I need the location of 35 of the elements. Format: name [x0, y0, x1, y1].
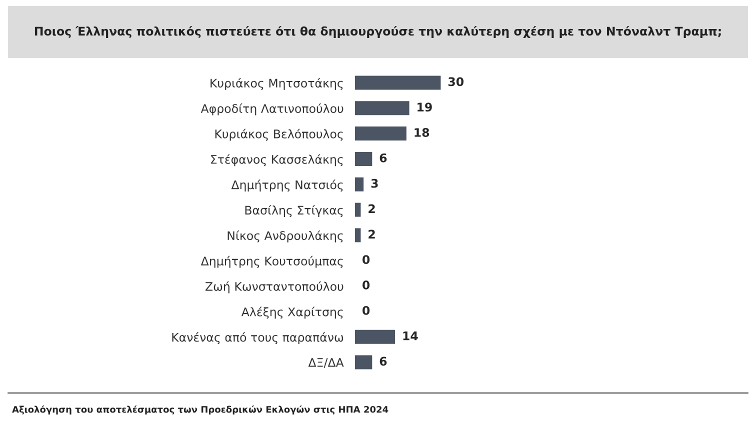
- data-label: 18: [414, 128, 430, 137]
- y-tick-label: Κανένας από τους παραπάνω: [172, 332, 344, 344]
- bar: [355, 202, 361, 217]
- y-tick-label: Νίκος Ανδρουλάκης: [228, 230, 343, 242]
- y-tick-label: Κυριάκος Μητσοτάκης: [210, 78, 343, 90]
- data-label: 30: [448, 77, 464, 86]
- bar: [355, 152, 372, 166]
- chart-title: Ποιος Έλληνας πολιτικός πιστεύετε ότι θα δημιουργούσε την καλύτερη σχέση με τον Ντόναλντ Τραμπ;: [34, 26, 721, 38]
- y-tick-label: ΔΞ/ΔΑ: [308, 358, 344, 368]
- data-label: 0: [362, 306, 370, 315]
- bar: [355, 126, 406, 141]
- data-label: 6: [380, 153, 387, 162]
- bar: [355, 228, 361, 242]
- data-label: 19: [418, 102, 432, 112]
- data-label: 0: [362, 280, 370, 290]
- y-tick-label: Αφροδίτη Λατινοπούλου: [200, 103, 344, 116]
- bar: [355, 76, 441, 90]
- y-tick-label: Ζωή Κωνσταντοπούλου: [205, 281, 344, 294]
- data-label: 2: [368, 230, 375, 238]
- data-label: 6: [380, 356, 387, 366]
- text: Αξιολόγηση του αποτελέσματος των Προεδρικών Εκλογών στις ΗΠΑ 2024: [12, 405, 388, 415]
- y-tick-label: Δημήτρης Νατσιός: [231, 180, 343, 192]
- y-tick-label: Κυριάκος Βελόπουλος: [215, 128, 343, 141]
- bar: [355, 330, 395, 344]
- y-tick-label: Αλέξης Χαρίτσης: [241, 306, 343, 319]
- bar: [355, 177, 364, 192]
- data-label: 14: [403, 332, 418, 340]
- data-label: 3: [371, 178, 378, 188]
- bar: [355, 355, 372, 370]
- y-tick-label: Στέφανος Κασσελάκης: [211, 154, 343, 166]
- y-tick-label: Βασίλης Στίγκας: [245, 205, 343, 217]
- bar: [355, 101, 410, 116]
- data-label: 0: [362, 255, 370, 264]
- data-label: 2: [368, 204, 375, 214]
- y-tick-label: Δημήτρης Κουτσούμπας: [200, 256, 343, 268]
